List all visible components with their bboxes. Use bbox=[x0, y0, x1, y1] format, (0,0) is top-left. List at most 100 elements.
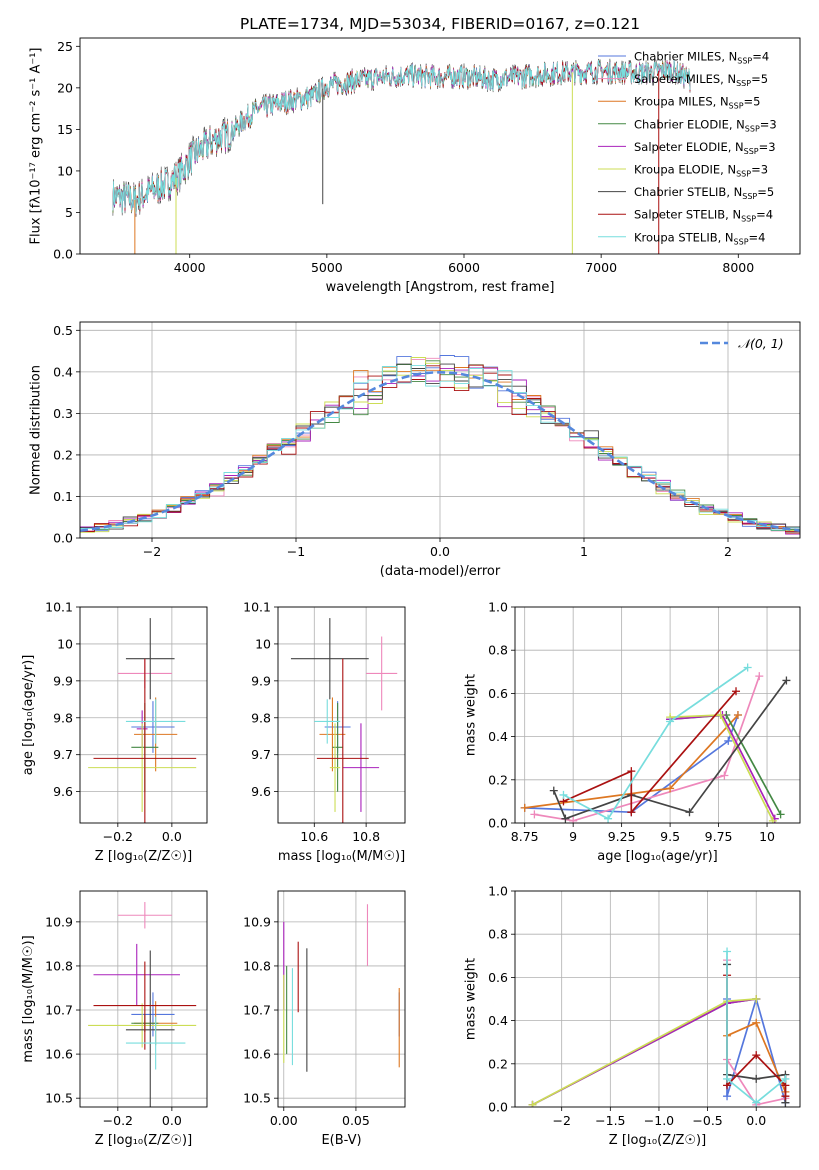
x-tick-label: 0.0 bbox=[162, 1113, 182, 1128]
weight-marker-chabrier_stelib bbox=[549, 786, 558, 795]
y-tick-label: 10.7 bbox=[243, 1003, 271, 1018]
x-axis-label: (data-model)/error bbox=[380, 564, 501, 579]
legend-entry: Kroupa MILES, NSSP=5 bbox=[634, 95, 760, 111]
weight-line-salpeter_elodie bbox=[532, 998, 757, 1106]
y-tick-label: 10.8 bbox=[243, 958, 271, 973]
y-axis-label: mass [log₁₀(M/M☉)] bbox=[21, 935, 36, 1062]
normal-legend-label: 𝒩(0, 1) bbox=[738, 336, 784, 351]
y-tick-label: 10.8 bbox=[45, 958, 73, 973]
x-tick-label: −2 bbox=[143, 544, 161, 559]
x-axis-label: Z [log₁₀(Z/Z☉)] bbox=[95, 849, 192, 864]
y-tick-label: 15 bbox=[57, 122, 73, 137]
axes-frame bbox=[79, 890, 208, 1108]
weight-marker-chabrier_stelib bbox=[752, 1074, 761, 1083]
x-tick-label: −0.2 bbox=[103, 1113, 133, 1128]
z_age-panel: −0.2 0.0 9.6 9.7 9.8 9.9 10 10.1 Z [log₁₀(Z/Z☉)]… bbox=[21, 600, 208, 864]
residuals-panel: −2 −1 0.0 1 2 0.0 0.1 0.2 0.3 0.4 0.5 (data-model)/… bbox=[29, 321, 801, 579]
x-tick-label: 9.5 bbox=[660, 829, 680, 844]
weight-marker-kroupa_stelib bbox=[781, 1074, 790, 1083]
x-axis-label: Z [log₁₀(Z/Z☉)] bbox=[609, 1133, 706, 1148]
weight-marker-salpeter_stelib bbox=[627, 808, 636, 817]
weight-marker-chabrier_stelib bbox=[685, 808, 694, 817]
spectrum-line-salpeter_miles bbox=[112, 60, 691, 215]
weight-marker-chabrier_miles bbox=[723, 1092, 732, 1101]
y-tick-label: 5 bbox=[65, 205, 73, 220]
y-tick-label: 10 bbox=[57, 636, 73, 651]
legend-subscript: SSP bbox=[736, 170, 751, 179]
x-tick-label: 0.0 bbox=[430, 544, 450, 559]
x-tick-label: 9 bbox=[569, 829, 577, 844]
chart-panels: 4000 5000 6000 7000 80000.0510152025waveleng… bbox=[21, 37, 801, 1148]
weight-marker-kroupa_elodie bbox=[752, 995, 761, 1003]
x-tick-label: 8.75 bbox=[511, 829, 539, 844]
legend-subscript: SSP bbox=[745, 124, 760, 133]
x-axis-label: E(B-V) bbox=[321, 1133, 361, 1148]
weight-line-kroupa_stelib bbox=[726, 951, 786, 1104]
normal-curve bbox=[80, 370, 800, 532]
weight-marker-salpeter_stelib bbox=[781, 1092, 790, 1101]
y-axis-label: Normed distribution bbox=[29, 365, 44, 495]
axes-frame bbox=[79, 606, 208, 824]
y-tick-label: 1.0 bbox=[488, 884, 508, 899]
axes-frame bbox=[514, 890, 801, 1108]
y-axis-label: Flux [fλ10⁻¹⁷ erg cm⁻² s⁻¹ A⁻¹] bbox=[29, 48, 44, 245]
x-tick-label: 0.0 bbox=[746, 1113, 766, 1128]
y-tick-label: 9.6 bbox=[53, 784, 73, 799]
x-tick-label: 0.05 bbox=[342, 1113, 370, 1128]
legend-subscript: SSP bbox=[744, 147, 759, 156]
y-tick-label: 9.8 bbox=[53, 710, 73, 725]
axes-frame bbox=[79, 37, 801, 255]
y-tick-label: 0.4 bbox=[488, 1013, 508, 1028]
weight-line-chabrier_elodie bbox=[532, 998, 757, 1106]
x-axis-label: Z [log₁₀(Z/Z☉)] bbox=[95, 1133, 192, 1148]
x-tick-label: 7000 bbox=[585, 260, 617, 275]
y-tick-label: 0.4 bbox=[488, 729, 508, 744]
x-tick-label: 5000 bbox=[311, 260, 343, 275]
y-tick-label: 0.1 bbox=[53, 489, 73, 504]
legend-entry: Salpeter ELODIE, NSSP=3 bbox=[634, 140, 776, 156]
legend-entry: Salpeter MILES, NSSP=5 bbox=[634, 72, 768, 88]
weight-marker-salpeter_stelib bbox=[732, 687, 741, 696]
x-axis-label: wavelength [Angstrom, rest frame] bbox=[326, 280, 555, 295]
x-tick-label: 0.00 bbox=[270, 1113, 298, 1128]
x-tick-label: −0.2 bbox=[103, 829, 133, 844]
x-axis-label: age [log₁₀(age/yr)] bbox=[597, 849, 718, 864]
y-tick-label: 9.7 bbox=[53, 747, 73, 762]
y-axis-label: mass weight bbox=[464, 958, 479, 1040]
z_weight-panel: −2 −1.5 −1.0 −0.5 0.0 0.0 0.2 0.4 0.6 0.8 1.0 Z [lo… bbox=[464, 884, 801, 1148]
x-tick-label: 10.8 bbox=[352, 829, 380, 844]
x-tick-label: −1.5 bbox=[595, 1113, 625, 1128]
weight-marker-kroupa_miles bbox=[752, 1018, 761, 1027]
weight-line-salpeter_stelib bbox=[563, 690, 737, 815]
weight-marker-chabrier_miles bbox=[724, 736, 733, 745]
legend-entry: Chabrier MILES, NSSP=4 bbox=[634, 50, 769, 66]
spectrum-legend: Chabrier MILES, NSSP=4 Salpeter MILES, NS… bbox=[598, 50, 777, 246]
histogram-kroupa_stelib bbox=[80, 365, 800, 531]
weight-marker-kroupa_miles bbox=[733, 711, 742, 719]
x-tick-label: 6000 bbox=[448, 260, 480, 275]
x-tick-label: 1 bbox=[580, 544, 588, 559]
y-axis-label: age [log₁₀(age/yr)] bbox=[21, 655, 36, 776]
y-tick-label: 0.5 bbox=[53, 323, 73, 338]
weight-marker-chabrier_stelib bbox=[561, 814, 570, 823]
y-tick-label: 0.2 bbox=[488, 772, 508, 787]
y-tick-label: 25 bbox=[57, 39, 73, 54]
y-tick-label: 0.2 bbox=[488, 1056, 508, 1071]
x-tick-label: 10 bbox=[759, 829, 775, 844]
legend-entry: Kroupa STELIB, NSSP=4 bbox=[634, 230, 765, 246]
x-tick-label: 10.6 bbox=[300, 829, 328, 844]
x-tick-label: −1.0 bbox=[644, 1113, 674, 1128]
y-tick-label: 20 bbox=[57, 80, 73, 95]
x-tick-label: 2 bbox=[724, 544, 732, 559]
y-tick-label: 10.5 bbox=[45, 1091, 73, 1106]
weight-marker-kroupa_stelib bbox=[752, 1098, 761, 1107]
y-tick-label: 9.8 bbox=[251, 710, 271, 725]
y-tick-label: 9.6 bbox=[251, 784, 271, 799]
y-tick-label: 10.9 bbox=[45, 914, 73, 929]
weight-marker-kroupa_stelib bbox=[723, 1074, 732, 1083]
axes-frame bbox=[277, 606, 406, 824]
legend-entry: Chabrier STELIB, NSSP=5 bbox=[634, 185, 774, 201]
y-tick-label: 0.0 bbox=[488, 816, 508, 831]
weight-marker-kroupa_stelib bbox=[604, 814, 613, 823]
weight-marker-kroupa_elodie bbox=[528, 1100, 537, 1107]
